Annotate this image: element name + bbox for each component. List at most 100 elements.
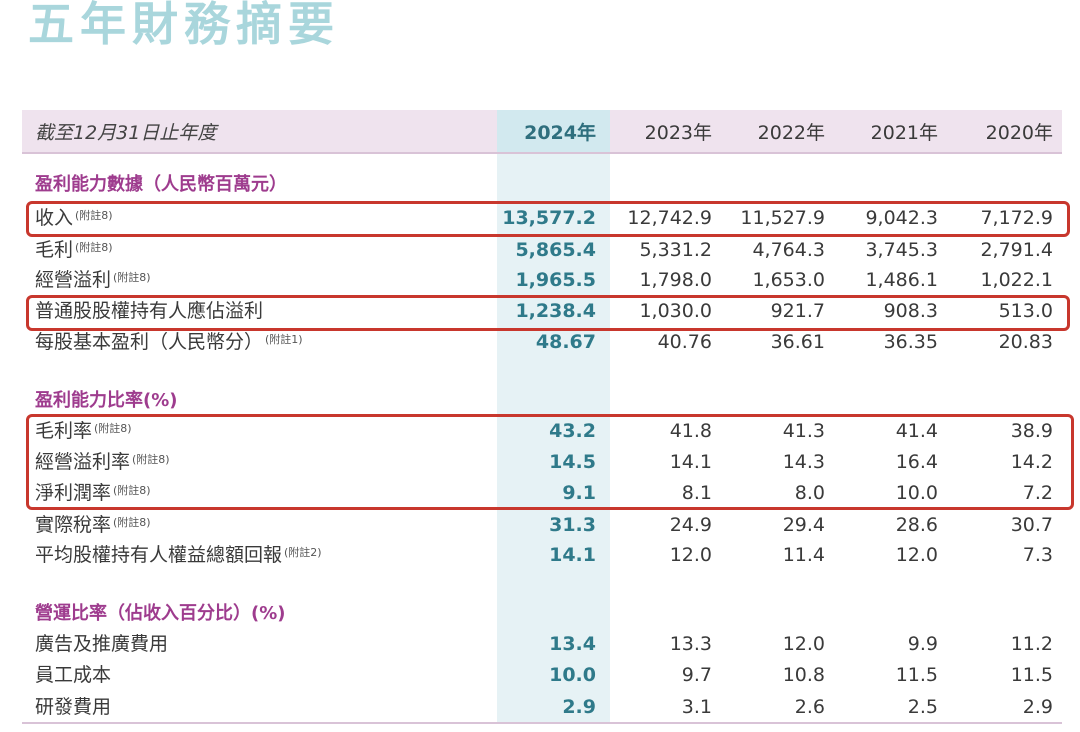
- current-year-column-band: [497, 110, 610, 724]
- row-label-text: 平均股權持有人權益總額回報: [35, 544, 283, 566]
- highlight-box-revenue: [26, 201, 1070, 237]
- value-cell: 29.4: [782, 514, 825, 536]
- value-cell: 3.1: [681, 696, 712, 718]
- footer-divider: [22, 722, 1062, 724]
- value-cell: 2,791.4: [980, 239, 1053, 261]
- row-label: 研發費用: [35, 695, 111, 719]
- row-label: 平均股權持有人權益總額回報 (附註2): [35, 543, 322, 567]
- value-cell: 9.9: [907, 633, 938, 655]
- value-cell: 8.0: [794, 482, 825, 504]
- value-cell: 2.9: [1022, 696, 1053, 718]
- section-title-operating-ratios: 營運比率（佔收入百分比）(%): [35, 603, 286, 624]
- value-cell: 11.5: [895, 664, 938, 686]
- row-label-text: 淨利潤率: [35, 482, 112, 504]
- row-label-text: 廣告及推廣費用: [35, 633, 169, 655]
- header-divider: [22, 152, 1062, 154]
- value-cell: 7.3: [1022, 544, 1053, 566]
- value-cell: 9.7: [681, 664, 712, 686]
- value-cell: 1,022.1: [980, 269, 1053, 291]
- year-header-2023: 2023年: [644, 122, 712, 144]
- row-note: (附註8): [113, 271, 151, 284]
- value-cell: 14.1: [669, 451, 712, 473]
- section-title-profitability-ratios: 盈利能力比率(%): [35, 390, 178, 411]
- value-cell: 2.9: [562, 696, 596, 718]
- row-note: (附註2): [284, 546, 322, 559]
- value-cell: 40.76: [657, 331, 712, 353]
- value-cell: 41.3: [782, 420, 825, 442]
- value-cell: 12.0: [895, 544, 938, 566]
- year-header-2022: 2022年: [757, 122, 825, 144]
- highlight-box-ratios: [26, 414, 1074, 510]
- value-cell: 513.0: [998, 300, 1053, 322]
- value-cell: 24.9: [669, 514, 712, 536]
- row-label: 員工成本: [35, 663, 111, 687]
- value-cell: 7,172.9: [980, 207, 1053, 229]
- value-cell: 41.8: [669, 420, 712, 442]
- row-note: (附註8): [113, 484, 151, 497]
- value-cell: 1,238.4: [515, 300, 596, 322]
- row-label-text: 每股基本盈利（人民幣分）: [35, 331, 264, 353]
- row-note: (附註8): [75, 209, 113, 222]
- row-label-text: 員工成本: [35, 664, 112, 686]
- value-cell: 1,486.1: [865, 269, 938, 291]
- row-label-text: 實際稅率: [35, 514, 112, 536]
- value-cell: 12,742.9: [627, 207, 712, 229]
- row-label: 毛利率 (附註8): [35, 419, 132, 443]
- period-label: 截至12月31日止年度: [35, 122, 217, 144]
- row-note: (附註1): [265, 333, 303, 346]
- row-label-text: 普通股股權持有人應佔溢利: [35, 300, 264, 322]
- value-cell: 36.61: [770, 331, 825, 353]
- value-cell: 921.7: [770, 300, 825, 322]
- value-cell: 28.6: [895, 514, 938, 536]
- row-label: 毛利 (附註8): [35, 238, 113, 262]
- value-cell: 8.1: [681, 482, 712, 504]
- row-label-text: 毛利率: [35, 420, 93, 442]
- value-cell: 20.83: [998, 331, 1053, 353]
- value-cell: 41.4: [895, 420, 938, 442]
- value-cell: 30.7: [1010, 514, 1053, 536]
- section-title-profitability-data: 盈利能力數據（人民幣百萬元）: [35, 174, 287, 195]
- value-cell: 36.35: [883, 331, 938, 353]
- row-label: 收入 (附註8): [35, 206, 113, 230]
- value-cell: 1,798.0: [639, 269, 712, 291]
- row-label: 經營溢利 (附註8): [35, 268, 151, 292]
- year-header-2024: 2024年: [524, 122, 596, 144]
- row-note: (附註8): [113, 516, 151, 529]
- row-label-text: 研發費用: [35, 696, 112, 718]
- page-title: 五年財務摘要: [28, 0, 340, 51]
- value-cell: 13.4: [549, 633, 596, 655]
- highlight-box-profit-attributable: [26, 295, 1070, 331]
- value-cell: 11.4: [782, 544, 825, 566]
- value-cell: 9.1: [562, 482, 596, 504]
- value-cell: 14.2: [1010, 451, 1053, 473]
- value-cell: 38.9: [1010, 420, 1053, 442]
- value-cell: 5,865.4: [515, 239, 596, 261]
- row-label-text: 經營溢利率: [35, 451, 131, 473]
- value-cell: 13,577.2: [502, 207, 596, 229]
- row-note: (附註8): [94, 422, 132, 435]
- row-label: 實際稅率 (附註8): [35, 513, 151, 537]
- value-cell: 43.2: [549, 420, 596, 442]
- row-label-text: 經營溢利: [35, 269, 112, 291]
- value-cell: 10.0: [895, 482, 938, 504]
- value-cell: 9,042.3: [865, 207, 938, 229]
- row-label: 普通股股權持有人應佔溢利: [35, 299, 263, 323]
- value-cell: 12.0: [782, 633, 825, 655]
- value-cell: 2.6: [794, 696, 825, 718]
- value-cell: 1,030.0: [639, 300, 712, 322]
- value-cell: 11.5: [1010, 664, 1053, 686]
- value-cell: 908.3: [883, 300, 938, 322]
- value-cell: 13.3: [669, 633, 712, 655]
- row-note: (附註8): [132, 453, 170, 466]
- value-cell: 31.3: [549, 514, 596, 536]
- value-cell: 3,745.3: [865, 239, 938, 261]
- value-cell: 11.2: [1010, 633, 1053, 655]
- value-cell: 14.1: [549, 544, 596, 566]
- row-label: 廣告及推廣費用: [35, 632, 168, 656]
- value-cell: 1,965.5: [515, 269, 596, 291]
- value-cell: 10.8: [782, 664, 825, 686]
- row-label: 每股基本盈利（人民幣分） (附註1): [35, 330, 303, 354]
- value-cell: 48.67: [535, 331, 596, 353]
- value-cell: 5,331.2: [639, 239, 712, 261]
- row-label: 淨利潤率 (附註8): [35, 481, 151, 505]
